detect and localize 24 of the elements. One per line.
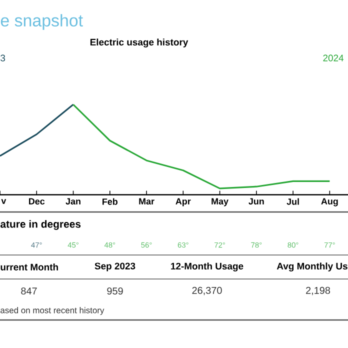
x-tick-label: Feb <box>102 198 118 205</box>
text: ased on most recent history <box>0 307 104 315</box>
chart-subtitle: Electric usage history <box>90 38 188 48</box>
text: 959 <box>107 287 123 295</box>
text: 2024 <box>323 54 344 62</box>
text: 12-Month Usage <box>171 262 244 272</box>
x-tick-label: Jun <box>248 198 264 205</box>
text: 847 <box>21 287 37 295</box>
x-tick-label: v <box>1 199 6 204</box>
chart-title: e snapshot <box>0 14 83 30</box>
text: 3 <box>0 54 6 62</box>
x-tick-label: Mar <box>139 198 154 205</box>
text: urrent Month <box>0 264 58 270</box>
text: Sep 2023 <box>94 262 136 272</box>
x-tick-label: Jul <box>286 198 299 205</box>
text: 26,370 <box>192 286 222 296</box>
x-tick-label: Jan <box>66 198 80 205</box>
text: ature in degrees <box>0 220 81 230</box>
text: 2,198 <box>306 286 330 296</box>
text: Avg Monthly Us <box>276 262 348 272</box>
x-tick-label: Dec <box>29 198 45 205</box>
x-tick-label: May <box>212 198 228 206</box>
x-tick-label: Apr <box>176 198 191 206</box>
x-tick-label: Aug <box>321 198 338 206</box>
